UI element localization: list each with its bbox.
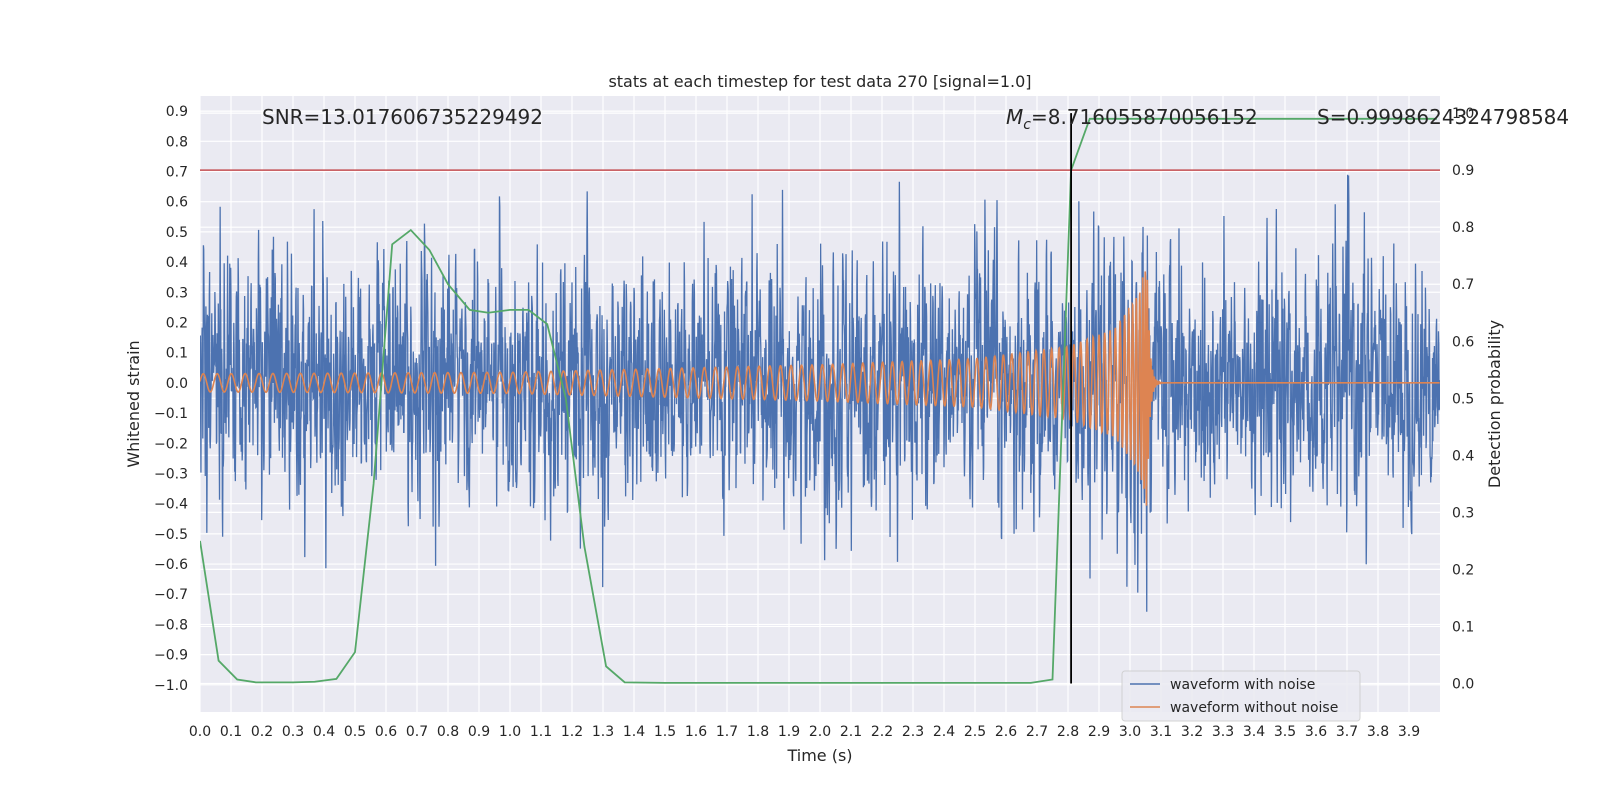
y-axis-label: Whitened strain	[124, 340, 143, 467]
x-tick-label: 1.0	[499, 724, 521, 740]
y-tick-label: 0.5	[166, 225, 188, 241]
y-tick-label: 0.7	[166, 164, 188, 180]
x-tick-label: 2.0	[809, 724, 831, 740]
x-tick-label: 1.4	[623, 724, 645, 740]
y2-tick-label: 0.9	[1452, 163, 1474, 179]
legend-label-clean: waveform without noise	[1170, 700, 1338, 716]
x-tick-label: 2.8	[1057, 724, 1079, 740]
x-tick-label: 2.7	[1026, 724, 1048, 740]
x-tick-label: 3.2	[1181, 724, 1203, 740]
x-tick-label: 0.8	[437, 724, 459, 740]
y-tick-label: −0.1	[154, 406, 188, 422]
x-axis-label: Time (s)	[786, 746, 852, 765]
y2-tick-label: 0.6	[1452, 334, 1474, 350]
y2-tick-label: 0.2	[1452, 562, 1474, 578]
y-tick-label: 0.3	[166, 285, 188, 301]
y2-tick-label: 0.0	[1452, 676, 1474, 692]
chirp-mass-value: =8.716055870056152	[1031, 105, 1258, 129]
y2-tick-label: 0.3	[1452, 505, 1474, 521]
x-tick-label: 2.3	[902, 724, 924, 740]
x-tick-label: 2.1	[840, 724, 862, 740]
chart-title: stats at each timestep for test data 270…	[608, 72, 1031, 91]
y-tick-label: −0.2	[154, 436, 188, 452]
y-tick-label: 0.4	[166, 255, 188, 271]
x-tick-label: 3.8	[1367, 724, 1389, 740]
y-tick-label: −0.7	[154, 587, 188, 603]
series-waveform-without-noise	[200, 271, 1440, 506]
x-tick-label: 3.9	[1398, 724, 1420, 740]
y-tick-labels: 0.9 0.8 0.7 0.6 0.5 0.4 0.3 0.2 0.1 0.0 −0.1 −0.2 −0…	[154, 104, 188, 694]
y-tick-label: 0.8	[166, 134, 188, 150]
x-tick-label: 1.9	[778, 724, 800, 740]
x-tick-label: 3.1	[1150, 724, 1172, 740]
y-tick-label: −0.3	[154, 466, 188, 482]
x-tick-label: 2.6	[995, 724, 1017, 740]
chirp-mass-symbol: M	[1006, 105, 1023, 129]
series-detection-probability	[200, 117, 1437, 684]
legend-label-noisy: waveform with noise	[1170, 677, 1315, 693]
y-tick-label: −0.4	[154, 497, 188, 513]
legend-box	[1121, 670, 1361, 722]
y-tick-label: 0.2	[166, 315, 188, 331]
x-tick-label: 1.7	[716, 724, 738, 740]
signal-score-annotation: S=0.9998624324798584	[1317, 105, 1569, 129]
x-tick-label: 3.7	[1336, 724, 1358, 740]
x-tick-label: 1.6	[685, 724, 707, 740]
y2-tick-label: 0.8	[1452, 220, 1474, 236]
y-tick-label: 0.6	[166, 195, 188, 211]
legend: waveform with noise waveform without noi…	[1121, 670, 1361, 722]
x-tick-label: 0.6	[375, 724, 397, 740]
y2-tick-labels: 1.0 0.9 0.8 0.7 0.6 0.5 0.4 0.3 0.2 0.1 0.0	[1452, 106, 1474, 692]
x-tick-label: 3.5	[1274, 724, 1296, 740]
y-tick-label: 0.1	[166, 346, 188, 362]
x-tick-label: 3.6	[1305, 724, 1327, 740]
series-waveform-with-noise	[200, 174, 1440, 612]
chirp-mass-subscript: c	[1023, 117, 1031, 133]
x-tick-label: 1.8	[747, 724, 769, 740]
x-tick-labels: 0.0 0.1 0.2 0.3 0.4 0.5 0.6 0.7 0.8 0.9 1.0 1.1 1.2 1…	[189, 724, 1420, 740]
x-tick-label: 1.2	[561, 724, 583, 740]
y2-tick-label: 0.7	[1452, 277, 1474, 293]
x-tick-label: 0.5	[344, 724, 366, 740]
x-tick-label: 3.3	[1212, 724, 1234, 740]
x-tick-label: 0.3	[282, 724, 304, 740]
y2-axis-label: Detection probability	[1485, 320, 1504, 488]
y-tick-label: 0.0	[166, 376, 188, 392]
y-tick-label: −0.8	[154, 617, 188, 633]
x-tick-label: 0.4	[313, 724, 335, 740]
y-tick-label: −0.6	[154, 557, 188, 573]
x-tick-label: 1.1	[530, 724, 552, 740]
x-tick-label: 3.0	[1119, 724, 1141, 740]
x-tick-label: 0.0	[189, 724, 211, 740]
x-tick-label: 2.4	[933, 724, 955, 740]
y2-tick-label: 0.5	[1452, 391, 1474, 407]
x-tick-label: 2.5	[964, 724, 986, 740]
y2-tick-label: 0.1	[1452, 619, 1474, 635]
x-tick-label: 0.1	[220, 724, 242, 740]
y-tick-label: −1.0	[154, 678, 188, 694]
x-tick-label: 0.7	[406, 724, 428, 740]
x-tick-label: 0.9	[468, 724, 490, 740]
y-tick-label: −0.9	[154, 648, 188, 664]
x-tick-label: 3.4	[1243, 724, 1265, 740]
y2-tick-label: 1.0	[1452, 106, 1474, 122]
chirp-mass-annotation: Mc=8.716055870056152	[1006, 105, 1258, 133]
series-layer	[200, 113, 1440, 684]
y2-tick-label: 0.4	[1452, 448, 1474, 464]
x-tick-label: 0.2	[251, 724, 273, 740]
x-tick-label: 1.5	[654, 724, 676, 740]
y-tick-label: 0.9	[166, 104, 188, 120]
x-tick-label: 2.2	[871, 724, 893, 740]
x-tick-label: 2.9	[1088, 724, 1110, 740]
snr-annotation: SNR=13.017606735229492	[262, 105, 543, 129]
x-tick-label: 1.3	[592, 724, 614, 740]
y-tick-label: −0.5	[154, 527, 188, 543]
